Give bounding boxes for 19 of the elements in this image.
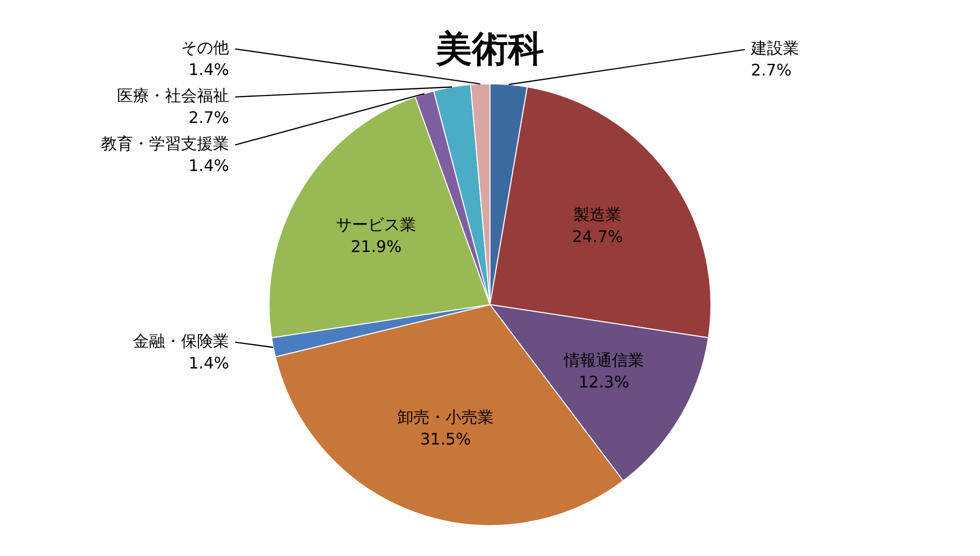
- data-label: 1.4%: [188, 156, 230, 176]
- data-label: 24.7%: [572, 227, 623, 246]
- slice-label: 教育・学習支援業: [101, 134, 230, 154]
- data-label: 12.3%: [578, 372, 630, 392]
- chart-title: 美術科: [435, 28, 544, 70]
- slice-label: 卸売・小売業: [397, 408, 494, 427]
- data-label: 2.7%: [188, 108, 230, 128]
- data-label: 1.4%: [188, 60, 230, 80]
- slice-label: 製造業: [573, 205, 622, 224]
- slice-label: 情報通信業: [562, 350, 644, 370]
- data-label: 2.7%: [750, 60, 792, 80]
- data-label: 31.5%: [420, 430, 471, 449]
- slice-label: 建設業: [750, 38, 799, 58]
- data-label: 21.9%: [350, 236, 402, 256]
- slice-label: 医療・社会福祉: [117, 86, 230, 106]
- slice-label: 金融・保険業: [133, 331, 230, 350]
- slice-label: サービス業: [336, 214, 416, 234]
- slice-label: その他: [181, 38, 230, 58]
- data-label: 1.4%: [188, 353, 230, 372]
